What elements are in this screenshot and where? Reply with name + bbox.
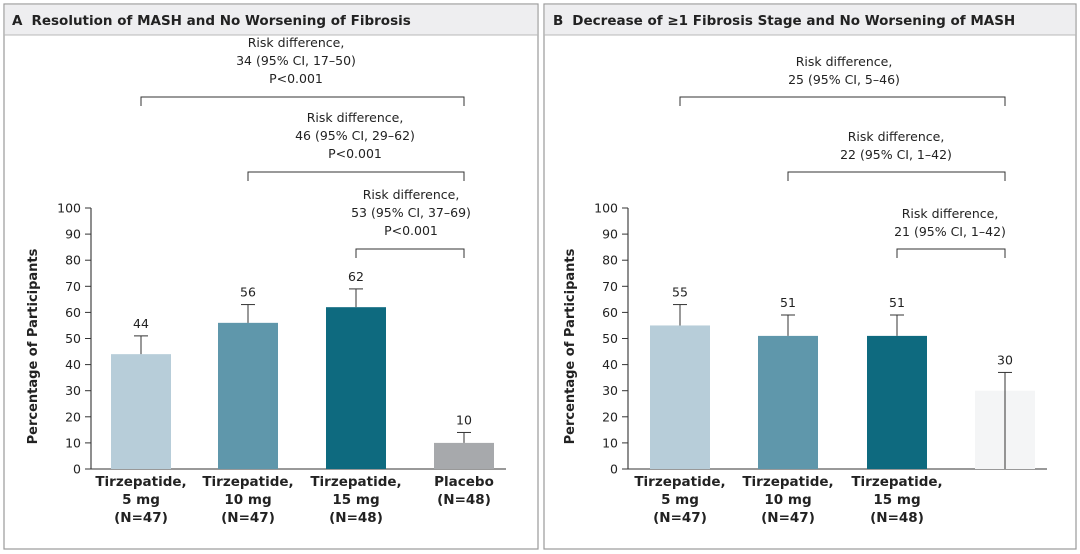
panel-a-comparison-bracket [355, 248, 465, 258]
panel-a-comparison-label: P<0.001 [328, 146, 382, 161]
panel-b-y-tick-label: 10 [602, 435, 618, 450]
panel-a-value-label: 10 [456, 412, 472, 427]
panel-a-category-label: 15 mg [332, 492, 379, 508]
panel-b-category-label: (N=47) [653, 510, 707, 526]
panel-a-comparison-bracket [247, 171, 465, 181]
panel-a-category-label: (N=48) [437, 492, 491, 508]
panel-b-letter: B [553, 13, 563, 29]
panel-b-category-label: 10 mg [764, 492, 811, 508]
panel-b-comparison-label: 22 (95% CI, 1–42) [840, 147, 952, 162]
panel-b-frame [543, 3, 1077, 550]
panel-b-y-tick-label: 60 [602, 305, 618, 320]
panel-b-bar [650, 325, 710, 469]
panel-b-bar [758, 335, 818, 469]
panel-a-value-label: 62 [348, 269, 364, 284]
panel-a-y-axis-label: Percentage of Participants [26, 248, 41, 444]
panel-b-y-tick-label: 100 [594, 201, 618, 216]
panel-a-comparison-label: 46 (95% CI, 29–62) [295, 128, 415, 143]
panel-a-y-tick-label: 90 [65, 227, 81, 242]
panel-b-y-axis-label: Percentage of Participants [563, 248, 578, 444]
panel-a-title-text: Resolution of MASH and No Worsening of F… [31, 13, 410, 29]
panel-b-category-label: 15 mg [873, 492, 920, 508]
panel-a-bar [326, 307, 386, 469]
panel-a-bar [111, 354, 171, 469]
panel-a-y-tick-label: 60 [65, 305, 81, 320]
panel-b-value-label: 51 [889, 295, 905, 310]
panel-b-category-label: Tirzepatide, [634, 474, 725, 490]
panel-b-value-label: 55 [672, 285, 688, 300]
panel-a-y-tick-label: 10 [65, 435, 81, 450]
panel-b-y-tick-label: 80 [602, 253, 618, 268]
panel-b-category-label: 5 mg [661, 492, 699, 508]
panel-b-comparison-label: 25 (95% CI, 5–46) [788, 72, 900, 87]
panel-b-y-tick-label: 40 [602, 357, 618, 372]
panel-b-category-label: (N=47) [761, 510, 815, 526]
panel-b-comparison-label: Risk difference, [848, 129, 945, 144]
panel-a-y-tick-label: 100 [57, 201, 81, 216]
panel-b-comparison-bracket [896, 248, 1006, 258]
panel-a-comparison-label: 53 (95% CI, 37–69) [351, 205, 471, 220]
panel-a-value-label: 56 [240, 285, 256, 300]
panel-a-comparison-label: Risk difference, [248, 35, 345, 50]
panel-a-y-tick-label: 20 [65, 409, 81, 424]
panel-a-y-tick-label: 40 [65, 357, 81, 372]
panel-b-value-label: 30 [997, 352, 1013, 367]
panel-a-bar [218, 322, 278, 469]
panel-a-category-label: Placebo [434, 474, 494, 490]
panel-a-y-tick-label: 70 [65, 279, 81, 294]
panel-a-y-tick-label: 80 [65, 253, 81, 268]
panel-a-category-label: (N=47) [221, 510, 275, 526]
panel-a-category-label: (N=48) [329, 510, 383, 526]
panel-a-category-label: Tirzepatide, [202, 474, 293, 490]
panel-a-category-label: Tirzepatide, [95, 474, 186, 490]
panel-a: A Resolution of MASH and No Worsening of … [3, 3, 539, 550]
panel-b: B Decrease of ≥1 Fibrosis Stage and No Wo… [543, 3, 1077, 550]
panel-b-title: B Decrease of ≥1 Fibrosis Stage and No Wo… [553, 13, 1015, 29]
panel-a-comparison-label: Risk difference, [307, 110, 404, 125]
panel-b-y-tick-label: 0 [610, 462, 618, 477]
panel-b-y-tick-label: 50 [602, 331, 618, 346]
panel-b-category-label: (N=48) [870, 510, 924, 526]
panel-b-y-tick-label: 20 [602, 409, 618, 424]
panel-a-category-label: 5 mg [122, 492, 160, 508]
panel-a-comparison-label: P<0.001 [384, 223, 438, 238]
panel-b-title-text: Decrease of ≥1 Fibrosis Stage and No Wor… [572, 13, 1015, 29]
panel-a-value-label: 44 [133, 316, 149, 331]
panel-b-comparison-bracket [787, 171, 1006, 181]
panel-a-y-tick-label: 30 [65, 383, 81, 398]
panel-a-comparison-label: 34 (95% CI, 17–50) [236, 53, 356, 68]
panel-b-comparison-label: Risk difference, [796, 54, 893, 69]
panel-a-y-tick-label: 0 [73, 462, 81, 477]
panel-b-y-tick-label: 90 [602, 227, 618, 242]
panel-b-category-label: Tirzepatide, [851, 474, 942, 490]
panel-b-comparison-label: Risk difference, [902, 206, 999, 221]
panel-a-title: A Resolution of MASH and No Worsening of … [12, 13, 411, 29]
panel-a-y-tick-label: 50 [65, 331, 81, 346]
panel-b-title-band [544, 4, 1076, 35]
panel-b-value-label: 51 [780, 295, 796, 310]
panel-a-comparison-label: P<0.001 [269, 71, 323, 86]
panel-a-letter: A [12, 13, 23, 29]
panel-a-comparison-bracket [140, 96, 465, 106]
panel-a-bar [434, 442, 494, 469]
panel-a-category-label: (N=47) [114, 510, 168, 526]
panel-b-comparison-bracket [679, 96, 1006, 106]
panel-a-category-label: 10 mg [224, 492, 271, 508]
panel-a-title-band [4, 4, 538, 35]
panel-b-bar [867, 335, 927, 469]
panel-a-category-label: Tirzepatide, [310, 474, 401, 490]
panel-b-comparison-label: 21 (95% CI, 1–42) [894, 224, 1006, 239]
panel-a-frame [3, 3, 539, 550]
panel-a-comparison-label: Risk difference, [363, 187, 460, 202]
panel-b-category-label: Tirzepatide, [742, 474, 833, 490]
panel-b-y-tick-label: 70 [602, 279, 618, 294]
panel-b-y-tick-label: 30 [602, 383, 618, 398]
